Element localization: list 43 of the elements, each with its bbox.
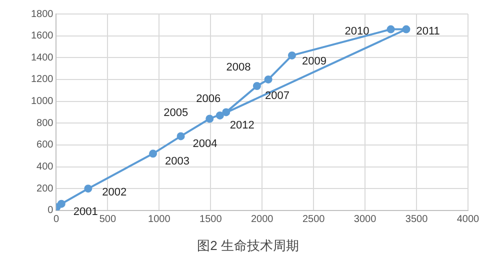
annotation: 2008 (226, 62, 251, 74)
point (176, 132, 185, 140)
x-tick-label: 3000 (354, 214, 377, 226)
y-tick-label: 1000 (30, 96, 54, 108)
annotation: 2005 (164, 106, 188, 119)
point (402, 25, 410, 34)
annotation: 2007 (264, 90, 290, 102)
annotation: 2006 (196, 93, 221, 106)
point (216, 111, 224, 120)
y-tick-label: 1600 (30, 30, 54, 42)
point (149, 150, 158, 158)
point (84, 184, 92, 193)
x-tick-label: 500 (99, 214, 116, 226)
point (206, 114, 214, 123)
y-tick-label: 1400 (30, 52, 54, 64)
x-tick-label: 4000 (456, 214, 480, 226)
annotation: 2012 (230, 120, 254, 132)
y-tick-label: 0 (48, 205, 54, 216)
x-tick-label: 2000 (251, 214, 274, 226)
point (264, 75, 272, 84)
y-tick-label: 1200 (30, 74, 54, 86)
y-tick-label: 1800 (30, 8, 54, 20)
annotation: 2003 (165, 156, 190, 168)
x-tick-label: 2500 (302, 214, 326, 226)
annotation: 2002 (102, 186, 127, 199)
annotation: 2001 (73, 206, 98, 218)
text: 图2 生命技术周期 (197, 238, 299, 253)
point (288, 51, 296, 60)
y-tick-label: 800 (36, 118, 54, 129)
annotation: 2009 (302, 55, 326, 68)
y-tick-label: 600 (36, 140, 54, 151)
y-tick-label: 200 (36, 183, 54, 194)
x-tick-label: 3500 (405, 214, 428, 226)
y-tick-label: 400 (36, 162, 54, 173)
annotation: 2004 (192, 138, 218, 150)
point (252, 82, 261, 90)
annotation: 2010 (344, 25, 370, 38)
x-tick-label: 1000 (148, 214, 171, 226)
point (222, 108, 230, 116)
point (57, 200, 66, 208)
point (386, 25, 395, 34)
annotation: 2011 (416, 25, 440, 38)
x-tick-label: 1500 (200, 214, 222, 226)
